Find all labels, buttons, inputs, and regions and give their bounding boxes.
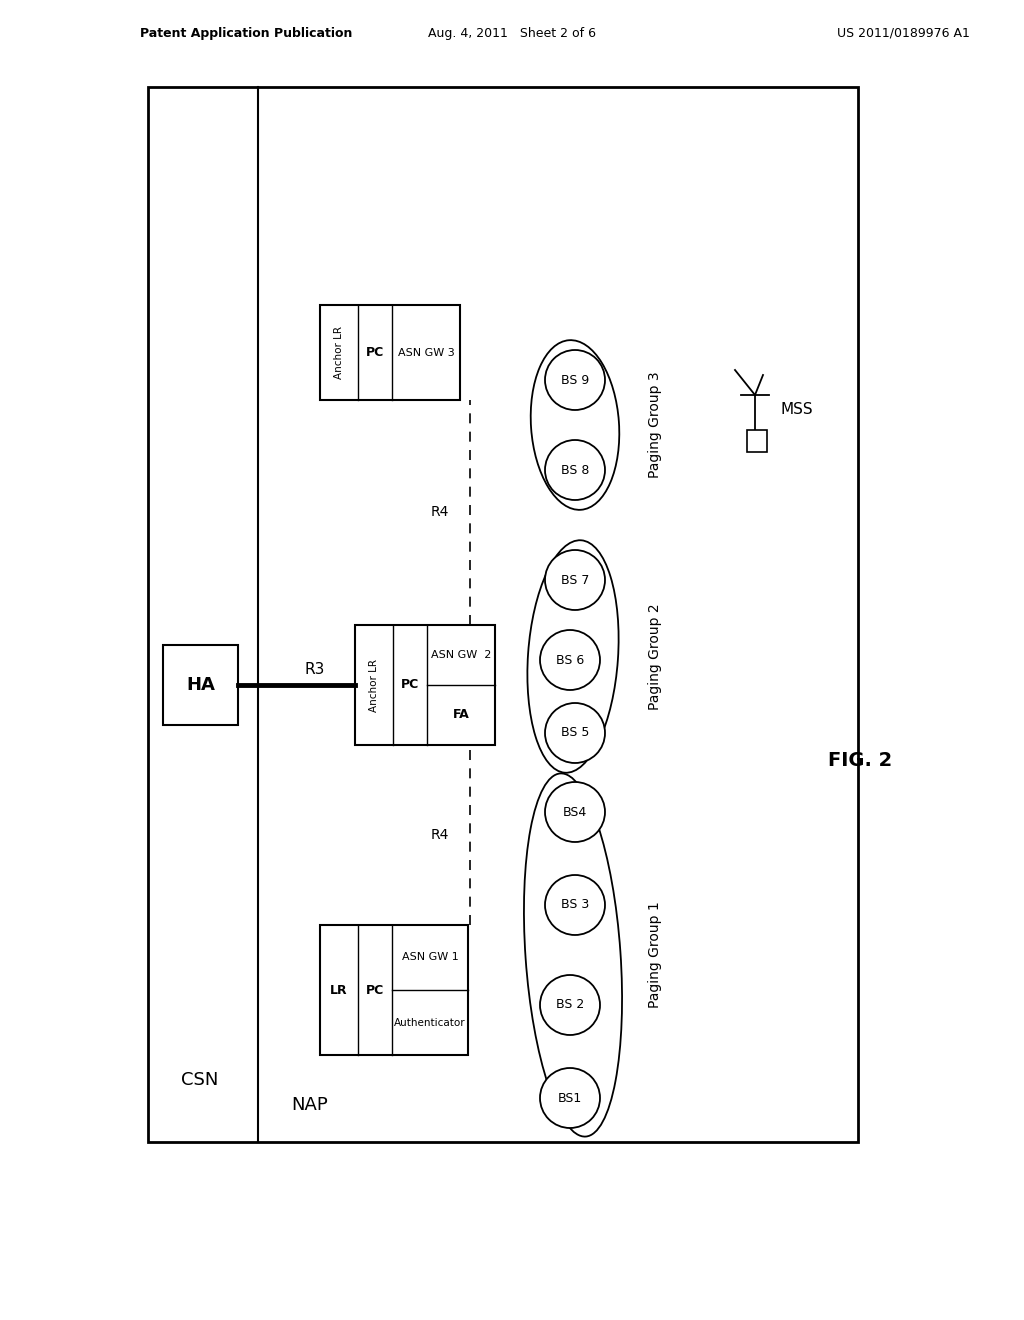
Text: Paging Group 2: Paging Group 2 — [648, 603, 662, 710]
Text: BS 7: BS 7 — [561, 573, 589, 586]
Text: BS 5: BS 5 — [561, 726, 589, 739]
Text: Authenticator: Authenticator — [394, 1018, 466, 1027]
Text: BS1: BS1 — [558, 1092, 582, 1105]
Text: R4: R4 — [431, 506, 450, 520]
Text: BS4: BS4 — [563, 805, 587, 818]
Text: NAP: NAP — [292, 1096, 329, 1114]
Bar — [746, 430, 767, 451]
Bar — [355, 624, 495, 744]
Circle shape — [540, 975, 600, 1035]
Circle shape — [540, 1068, 600, 1129]
Circle shape — [545, 440, 605, 500]
Text: HA: HA — [186, 676, 215, 694]
Circle shape — [545, 704, 605, 763]
Text: Paging Group 1: Paging Group 1 — [648, 902, 662, 1008]
Text: R4: R4 — [431, 828, 450, 842]
Text: Anchor LR: Anchor LR — [369, 659, 379, 711]
Ellipse shape — [527, 540, 618, 772]
Circle shape — [545, 350, 605, 411]
Text: CSN: CSN — [181, 1071, 219, 1089]
Text: ASN GW 1: ASN GW 1 — [401, 953, 459, 962]
Ellipse shape — [530, 341, 620, 510]
Circle shape — [545, 550, 605, 610]
Text: Aug. 4, 2011   Sheet 2 of 6: Aug. 4, 2011 Sheet 2 of 6 — [428, 26, 596, 40]
Text: R3: R3 — [305, 661, 326, 676]
Text: LR: LR — [330, 983, 348, 997]
Text: BS 6: BS 6 — [556, 653, 584, 667]
Text: ASN GW 3: ASN GW 3 — [397, 347, 455, 358]
Bar — [163, 645, 238, 725]
Text: BS 8: BS 8 — [561, 463, 589, 477]
Text: PC: PC — [366, 983, 384, 997]
Text: ASN GW  2: ASN GW 2 — [431, 649, 492, 660]
Text: BS 3: BS 3 — [561, 899, 589, 912]
Text: BS 9: BS 9 — [561, 374, 589, 387]
Text: FA: FA — [453, 709, 469, 722]
Text: FIG. 2: FIG. 2 — [827, 751, 892, 770]
Text: PC: PC — [400, 678, 419, 692]
Bar — [319, 925, 468, 1055]
Text: Patent Application Publication: Patent Application Publication — [140, 26, 352, 40]
Text: Anchor LR: Anchor LR — [334, 326, 344, 379]
Text: MSS: MSS — [780, 403, 813, 417]
Bar — [148, 87, 858, 1142]
Ellipse shape — [524, 774, 622, 1137]
Text: US 2011/0189976 A1: US 2011/0189976 A1 — [838, 26, 970, 40]
Circle shape — [545, 781, 605, 842]
Circle shape — [545, 875, 605, 935]
Bar — [319, 305, 460, 400]
Text: Paging Group 3: Paging Group 3 — [648, 372, 662, 478]
Circle shape — [540, 630, 600, 690]
Text: BS 2: BS 2 — [556, 998, 584, 1011]
Text: PC: PC — [366, 346, 384, 359]
